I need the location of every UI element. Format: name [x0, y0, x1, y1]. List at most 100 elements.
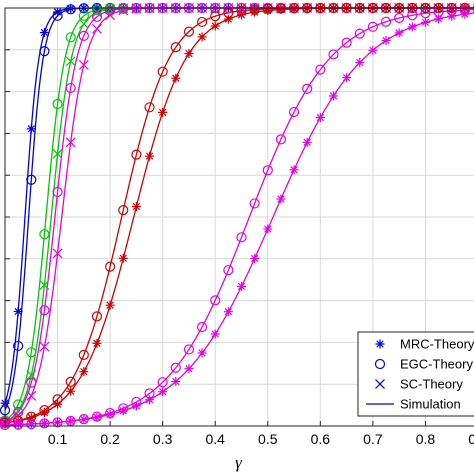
series-9-point	[183, 344, 195, 355]
x-tick-label: 0.7	[363, 431, 383, 447]
series-9-point	[223, 265, 234, 276]
series-10-point	[328, 91, 338, 101]
x-tick-label: 0.6	[311, 431, 331, 447]
series-10-point	[250, 254, 260, 264]
series-7-point	[157, 66, 168, 77]
series-9-point	[236, 232, 247, 243]
series-8-point	[171, 73, 181, 83]
series-10-point	[26, 419, 36, 429]
series-10-point	[105, 409, 115, 419]
series-10-point	[276, 194, 286, 204]
series-4-point	[78, 19, 89, 29]
series-8-point	[302, 4, 312, 14]
series-7-point	[196, 16, 208, 28]
series-9-point	[315, 64, 326, 75]
series-10-point	[460, 9, 470, 19]
series-6-point	[26, 390, 37, 401]
series-5-point	[91, 11, 103, 22]
series-4-point	[39, 280, 50, 290]
series-9-point	[170, 362, 181, 373]
series-10-point	[420, 17, 430, 27]
series-6-point	[118, 5, 129, 16]
series-8-point	[105, 300, 115, 310]
series-4-point	[13, 405, 24, 416]
series-9-point	[420, 8, 431, 19]
series-9-point	[328, 49, 339, 60]
series-9-point	[262, 165, 273, 176]
series-9-point	[354, 28, 365, 39]
series-9-point	[196, 321, 208, 333]
legend-label-1: MRC-Theory	[400, 337, 474, 352]
series-1-point	[66, 4, 76, 14]
series-3-point	[26, 347, 37, 358]
series-2-point	[39, 46, 50, 57]
series-8-point	[263, 6, 273, 16]
series-10-point	[145, 395, 155, 405]
series-9-point	[275, 134, 287, 145]
series-10-point	[92, 412, 102, 422]
series-9-point	[210, 295, 221, 306]
series-5-point	[78, 30, 89, 41]
series-9-point	[367, 21, 378, 32]
series-10-point	[368, 45, 378, 55]
series-9-point	[249, 198, 260, 209]
legend-marker-2	[374, 358, 386, 370]
legend-label-2: EGC-Theory	[400, 357, 473, 372]
series-10-point	[381, 36, 391, 46]
series-8-point	[145, 151, 155, 161]
series-7-point	[78, 349, 89, 360]
series-10-point	[79, 414, 89, 424]
series-8-point	[53, 399, 63, 409]
legend-marker-1	[375, 339, 385, 349]
x-tick-label: 0.1	[48, 431, 68, 447]
series-9-point	[288, 106, 300, 118]
legend-marker-3	[375, 379, 385, 389]
series-6-point	[105, 10, 116, 21]
series-3-point	[65, 32, 76, 43]
series-10-point	[447, 11, 457, 21]
x-axis-label: γ	[235, 453, 243, 472]
series-5-point	[118, 3, 129, 14]
series-8-point	[79, 367, 89, 377]
x-tick-label: 0.3	[153, 431, 173, 447]
series-8-point	[92, 338, 102, 348]
series-6-point	[52, 248, 63, 259]
series-2-point	[52, 10, 63, 21]
series-8-point	[131, 202, 141, 212]
x-tick-label: 0.8	[416, 431, 436, 447]
series-6-point	[78, 59, 89, 70]
series-1-point	[26, 124, 36, 134]
series-7-point	[210, 11, 221, 22]
series-9-point	[407, 10, 418, 21]
series-7-point	[105, 261, 116, 272]
series-1-point	[13, 307, 23, 317]
series-10-point	[131, 401, 141, 411]
series-1-point	[39, 28, 49, 38]
series-10-point	[158, 387, 168, 397]
series-10-point	[342, 73, 352, 83]
series-5-point	[52, 186, 63, 198]
series-7-point	[144, 102, 155, 113]
legend-label-3: SC-Theory	[400, 377, 463, 392]
series-8-point	[250, 7, 260, 17]
series-9-point	[341, 37, 352, 48]
series-10-point	[171, 377, 181, 387]
series-9-point	[302, 83, 313, 94]
series-5-point	[26, 377, 37, 388]
series-6-point	[39, 341, 50, 352]
series-3-point	[39, 229, 50, 240]
series-6-point	[131, 3, 142, 14]
series-10-point	[289, 165, 299, 175]
series-10-point	[184, 364, 194, 374]
legend-label-4: Simulation	[400, 397, 461, 412]
series-9-point	[380, 16, 392, 27]
series-2-point	[65, 4, 76, 15]
series-10-point	[302, 137, 312, 147]
series-10-point	[223, 307, 233, 317]
series-8-point	[223, 14, 233, 24]
series-10-point	[263, 224, 273, 234]
series-10-point	[118, 406, 128, 416]
series-3-point	[91, 4, 103, 16]
axis-ticks: 0.1 0.2 0.3 0.4 0.5 0.6 0.7 0.8 0.9	[5, 49, 474, 447]
